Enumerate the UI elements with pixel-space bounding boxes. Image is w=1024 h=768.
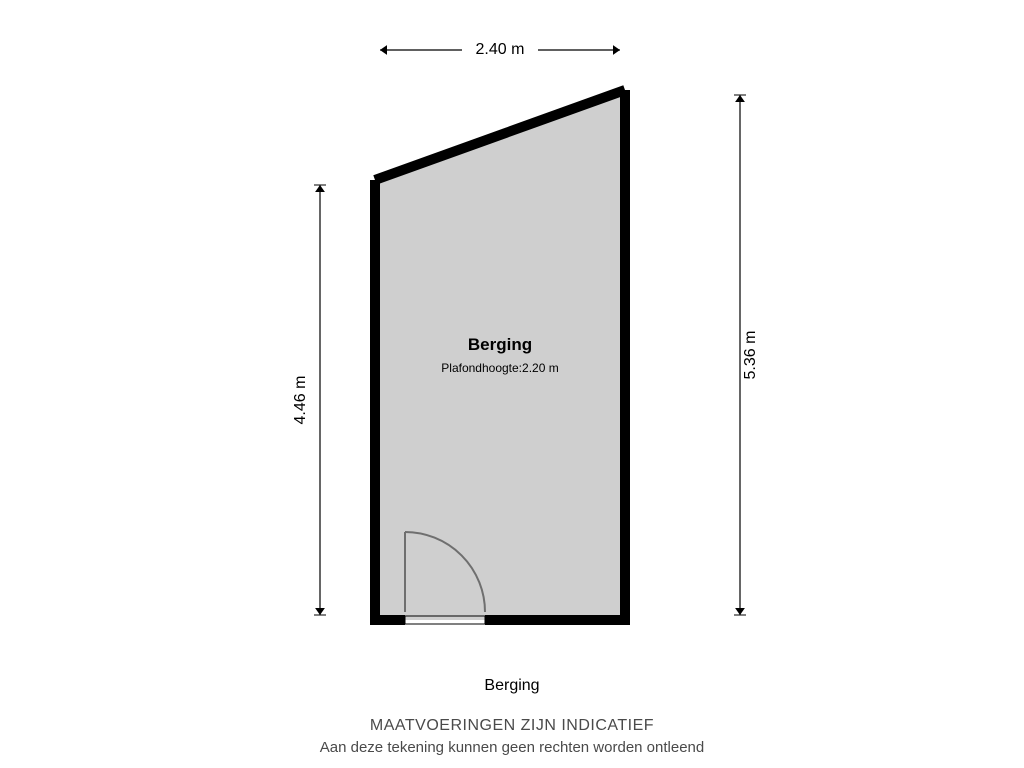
dimension-top-label: 2.40 m <box>476 41 525 58</box>
floorplan-caption: Berging <box>484 677 539 694</box>
floorplan-canvas: Berging Plafondhoogte:2.20 m 2.40 m 4.46… <box>0 0 1024 768</box>
disclaimer-title: MAATVOERINGEN ZIJN INDICATIEF <box>370 717 654 734</box>
room-name-label: Berging <box>468 335 532 354</box>
disclaimer-subtitle: Aan deze tekening kunnen geen rechten wo… <box>320 739 704 756</box>
dimension-right-label: 5.36 m <box>742 331 759 380</box>
dimension-left <box>314 185 326 615</box>
ceiling-height-label: Plafondhoogte:2.20 m <box>441 361 558 375</box>
dimension-left-label: 4.46 m <box>292 376 309 425</box>
